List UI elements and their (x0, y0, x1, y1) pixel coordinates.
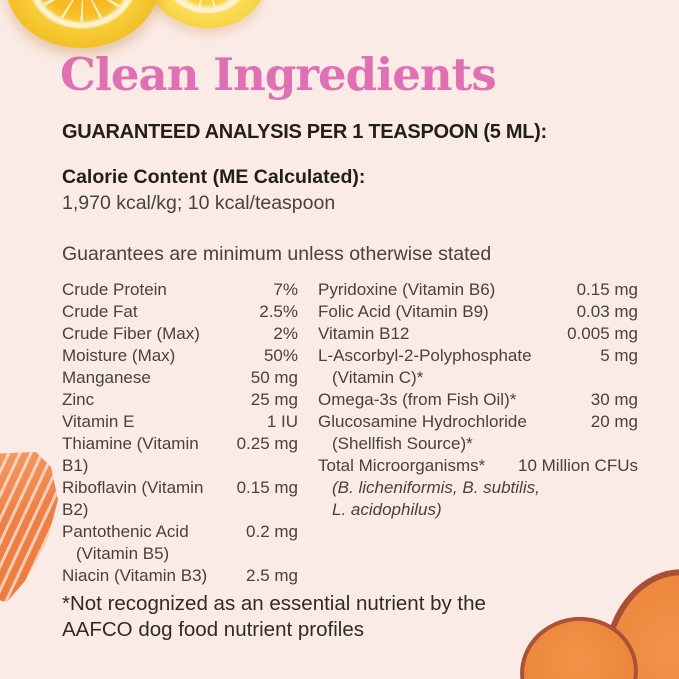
nutrient-row: Niacin (Vitamin B3) 2.5 mg (62, 566, 298, 585)
page-title: Clean Ingredients (60, 48, 497, 101)
footnote-line: AAFCO dog food nutrient profiles (62, 618, 364, 641)
aafco-footnote: *Not recognized as an essential nutrient… (62, 591, 486, 643)
nutrient-row-continuation: (Shellfish Source)* (332, 434, 473, 453)
nutrient-table: Crude Protein 7% Crude Fat 2.5% Crude Fibe… (62, 279, 638, 587)
nutrient-row: Pantothenic Acid 0.2 mg (62, 522, 298, 541)
calorie-content-value: 1,970 kcal/kg; 10 kcal/teaspoon (62, 192, 336, 214)
nutrient-row: Crude Fiber (Max) 2% (62, 324, 298, 343)
lemon-slice-image (140, 0, 272, 35)
nutrient-row: Total Microorganisms* 10 Million CFUs (318, 456, 638, 475)
microorganism-species-line: L. acidophilus) (332, 500, 442, 519)
nutrient-row: Thiamine (Vitamin B1) 0.25 mg (62, 434, 298, 475)
nutrient-row: Crude Fat 2.5% (62, 302, 298, 321)
nutrient-row: Glucosamine Hydrochloride 20 mg (318, 412, 638, 431)
nutrient-row-continuation: (Vitamin C)* (332, 368, 424, 387)
nutrient-row: Riboflavin (Vitamin B2) 0.15 mg (62, 478, 298, 519)
nutrient-row-continuation: (Vitamin B5) (76, 544, 170, 563)
nutrient-column-right: Pyridoxine (Vitamin B6) 0.15 mg Folic Aci… (318, 279, 638, 587)
nutrient-row: L-Ascorbyl-2-Polyphosphate 5 mg (318, 346, 638, 365)
nutrient-row: Crude Protein 7% (62, 280, 298, 299)
nutrient-row: Pyridoxine (Vitamin B6) 0.15 mg (318, 280, 638, 299)
nutrient-row: Manganese 50 mg (62, 368, 298, 387)
microorganism-species-line: (B. licheniformis, B. subtilis, (332, 478, 540, 497)
nutrient-row: Zinc 25 mg (62, 390, 298, 409)
orange-slice-image (1, 0, 165, 54)
nutrient-column-left: Crude Protein 7% Crude Fat 2.5% Crude Fibe… (62, 279, 298, 587)
nutrient-row: Vitamin B12 0.005 mg (318, 324, 638, 343)
nutrient-row: Moisture (Max) 50% (62, 346, 298, 365)
nutrient-row: Omega-3s (from Fish Oil)* 30 mg (318, 390, 638, 409)
footnote-line: *Not recognized as an essential nutrient… (62, 592, 486, 615)
guarantee-note: Guarantees are minimum unless otherwise … (62, 243, 492, 265)
salmon-fillet-image (0, 452, 58, 602)
calorie-content-label: Calorie Content (ME Calculated): (62, 166, 366, 188)
analysis-heading: GUARANTEED ANALYSIS PER 1 TEASPOON (5 ML… (62, 121, 547, 143)
nutrient-row: Folic Acid (Vitamin B9) 0.03 mg (318, 302, 638, 321)
